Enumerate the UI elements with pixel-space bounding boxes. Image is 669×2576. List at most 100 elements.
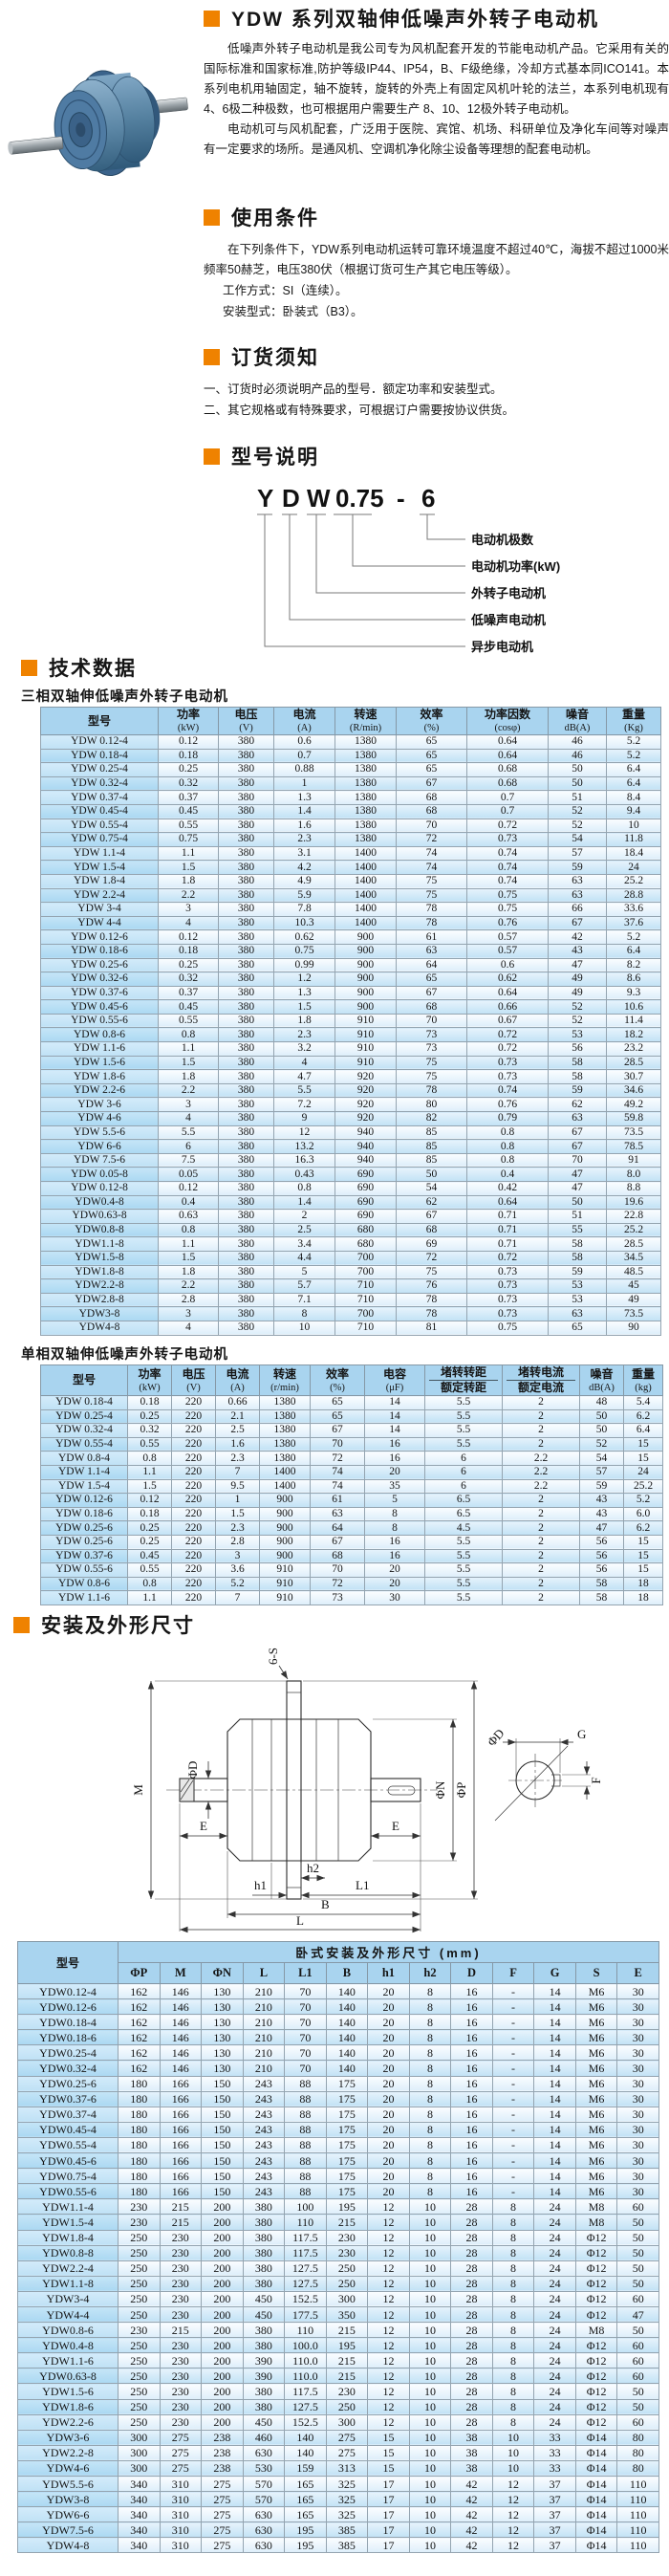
value-cell: 243 [242, 2121, 286, 2138]
value-cell: 30 [616, 2121, 659, 2138]
value-cell: 10 [606, 818, 661, 834]
value-cell: 73.5 [606, 1124, 661, 1141]
table-row: YDW0.18-4 162 146 130 210 70 140 20 8 16-14 M6 30 [17, 2014, 659, 2031]
value-cell: 0.05 [158, 1167, 219, 1182]
value-cell: 64 [310, 1520, 365, 1536]
value-cell: 166 [159, 2152, 203, 2170]
model-cell: YDW 4-4 [40, 915, 159, 931]
value-cell: 12 [367, 2229, 410, 2246]
value-cell: 710 [334, 1278, 397, 1294]
value-cell: 59 [548, 860, 607, 875]
value-cell: 1400 [334, 845, 397, 862]
value-cell: 0.64 [466, 734, 549, 750]
model-cell: YDW 1.1-6 [40, 1590, 128, 1605]
model-cell: YDW0.12-4 [17, 1982, 119, 2000]
value-cell: 10 [408, 2429, 452, 2446]
value-cell: 0.4 [466, 1167, 549, 1182]
value-cell: 12 [367, 2398, 410, 2415]
model-cell: YDW 0.8-4 [40, 1451, 128, 1466]
value-cell: 380 [218, 1209, 274, 1224]
value-cell: 152.5 [284, 2413, 327, 2431]
value-cell: 16 [450, 2075, 493, 2092]
code-part: 0.75 [335, 484, 384, 513]
value-cell: 140 [325, 2029, 369, 2046]
value-cell: 250 [118, 2229, 161, 2246]
value-cell: 30 [616, 1998, 659, 2016]
value-cell: 4.7 [273, 1069, 335, 1084]
dim-label-m: M [131, 1784, 145, 1796]
value-cell: 110 [284, 2322, 327, 2339]
value-cell: 16 [450, 2106, 493, 2123]
value-cell: 900 [334, 943, 397, 959]
value-cell: 63 [396, 943, 467, 959]
value-cell: 14 [533, 2060, 576, 2077]
value-cell: 380 [242, 2259, 286, 2277]
value-cell: 630 [242, 2506, 286, 2523]
dim-label-phid: ΦD [185, 1761, 200, 1779]
value-cell: 5.2 [606, 734, 661, 750]
value-cell: 51 [548, 1209, 607, 1224]
table-row: YDW 0.05-8 0.05 380 0.43 690 50 0.4 47 8.0 [40, 1167, 661, 1182]
value-cell: 14 [364, 1408, 425, 1425]
value-cell: 150 [201, 2183, 244, 2200]
value-cell: 15 [623, 1548, 663, 1564]
code-label: 异步电动机 [471, 640, 533, 654]
value-cell: 200 [201, 2368, 244, 2385]
value-cell: 1380 [259, 1436, 311, 1452]
value-cell: - [491, 2029, 535, 2046]
value-cell: 680 [334, 1222, 397, 1238]
model-cell: YDW0.4-8 [17, 2337, 119, 2354]
value-cell: 175 [325, 2106, 369, 2123]
value-cell: 250 [118, 2383, 161, 2400]
value-cell: 250 [118, 2290, 161, 2307]
col-header: E [616, 1962, 659, 1984]
value-cell: 690 [334, 1209, 397, 1224]
value-cell: 900 [334, 971, 397, 987]
value-cell: 5.2 [606, 748, 661, 764]
value-cell: 2.2 [158, 1082, 219, 1099]
value-cell: 180 [118, 2106, 161, 2123]
value-cell: 1380 [334, 748, 397, 764]
col-header: 功率 (kW) [158, 707, 219, 735]
value-cell: 380 [218, 1055, 274, 1071]
value-cell: M8 [574, 2322, 618, 2339]
value-cell: 8 [491, 2290, 535, 2307]
value-cell: 24 [533, 2352, 576, 2369]
value-cell: 8 [408, 2075, 452, 2092]
value-cell: 910 [334, 1055, 397, 1071]
value-cell: 0.76 [466, 1097, 549, 1113]
value-cell: 2.2 [158, 887, 219, 904]
value-cell: 920 [334, 1111, 397, 1126]
table-row: YDW0.25-4 162 146 130 210 70 140 20 8 16-14 M6 30 [17, 2044, 659, 2062]
value-cell: 230 [159, 2229, 203, 2246]
value-cell: 1380 [259, 1451, 311, 1466]
value-cell: 60 [616, 2368, 659, 2385]
value-cell: 3 [158, 902, 219, 917]
value-cell: 50 [616, 2383, 659, 2400]
value-cell: 30 [616, 2060, 659, 2077]
value-cell: 8 [491, 2322, 535, 2339]
value-cell: 210 [242, 2029, 286, 2046]
value-cell: 81 [396, 1320, 467, 1336]
value-cell: 20 [367, 2106, 410, 2123]
value-cell: 920 [334, 1082, 397, 1099]
value-cell: 4.5 [424, 1520, 503, 1536]
col-header: 噪音 dB(A) [579, 1364, 624, 1396]
model-cell: YDW 0.25-4 [40, 1408, 128, 1425]
value-cell: 380 [218, 873, 274, 889]
value-cell: 70 [284, 2044, 327, 2062]
value-cell: 166 [159, 2075, 203, 2092]
orange-bullet-icon [204, 208, 220, 226]
value-cell: - [491, 2106, 535, 2123]
value-cell: 165 [284, 2491, 327, 2508]
model-cell: YDW 2.2-6 [40, 1082, 159, 1099]
value-cell: 43 [579, 1493, 624, 1508]
model-cell: YDW2.2-8 [17, 2444, 119, 2461]
model-cell: YDW 0.8-6 [40, 1576, 128, 1592]
value-cell: 43 [579, 1506, 624, 1522]
value-cell: 8 [408, 2183, 452, 2200]
value-cell: 0.75 [158, 832, 219, 847]
value-cell: 380 [242, 2198, 286, 2216]
table-row: YDW 1.1-4 1.1 220 7 1400 74 20 6 2.2 57 24 [40, 1464, 663, 1480]
col-header: 电压 (V) [171, 1364, 216, 1396]
